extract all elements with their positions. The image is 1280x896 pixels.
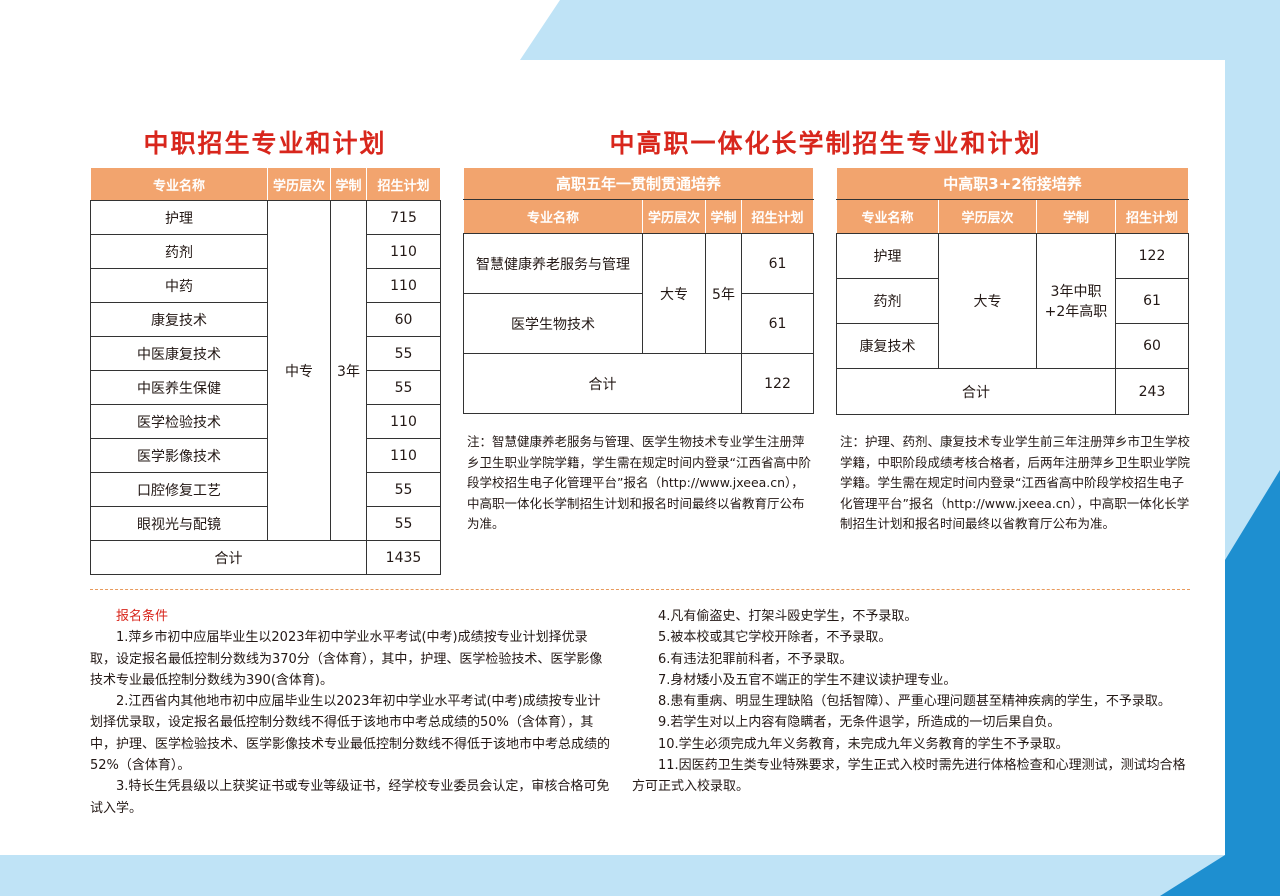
major-name: 护理 <box>90 200 268 235</box>
table-row: 医学检验技术 110 <box>90 404 441 439</box>
table-row: 中医养生保健 55 <box>90 370 441 405</box>
three-plus-two-note: 注：护理、药剂、康复技术专业学生前三年注册萍乡市卫生学校学籍，中职阶段成绩考核合… <box>840 434 1191 531</box>
major-name: 口腔修复工艺 <box>90 472 268 507</box>
table-row: 眼视光与配镜 55 <box>90 506 441 541</box>
conditions-right: 4.凡有偷盗史、打架斗殴史学生，不予录取。 5.被本校或其它学校开除者，不予录取… <box>632 609 1186 795</box>
five-year-table: 高职五年一贯制贯通培养 专业名称 学历层次 学制 招生计划 智慧健康养老服务与管… <box>462 167 815 414</box>
table-row: 康复技术 60 <box>90 302 441 337</box>
plan: 110 <box>366 404 441 439</box>
major-name: 药剂 <box>90 234 268 269</box>
col-header: 学制 <box>330 167 367 201</box>
table-row: 康复技术 60 <box>836 323 1190 369</box>
table-row: 医学影像技术 110 <box>90 438 441 473</box>
col-header: 专业名称 <box>836 199 939 234</box>
col-header: 招生计划 <box>1114 199 1190 234</box>
secondary-vocational-table: 专业名称 学历层次 学制 招生计划 护理 中专 3年 715 药剂 110 中药 110 康复技… <box>90 167 441 575</box>
section-header: 高职五年一贯制贯通培养 <box>462 167 815 200</box>
table-row: 医学生物技术 61 <box>463 293 815 354</box>
plan: 110 <box>366 268 441 303</box>
plan: 55 <box>366 336 441 371</box>
table-row: 药剂 110 <box>90 234 441 269</box>
major-name: 眼视光与配镜 <box>90 506 268 541</box>
col-header: 学历层次 <box>267 167 331 201</box>
conditions-title: 报名条件 <box>116 609 169 624</box>
years: 3年 <box>330 200 367 541</box>
plan: 55 <box>366 472 441 507</box>
total-row: 合计 122 <box>463 353 815 414</box>
col-header: 学历层次 <box>642 199 706 234</box>
table-row: 智慧健康养老服务与管理 大专 5年 61 <box>463 233 815 354</box>
col-header: 学历层次 <box>938 199 1037 234</box>
conditions-left: 报名条件 1.萍乡市初中应届毕业生以2023年初中学业水平考试(中考)成绩按专业… <box>90 606 610 819</box>
table-row: 中医康复技术 55 <box>90 336 441 371</box>
col-header: 学制 <box>705 199 742 234</box>
five-year-note: 注：智慧健康养老服务与管理、医学生物技术专业学生注册萍乡卫生职业学院学籍，学生需… <box>467 434 811 531</box>
plan: 55 <box>366 506 441 541</box>
plan: 55 <box>366 370 441 405</box>
col-header: 学制 <box>1036 199 1116 234</box>
table-row: 护理 中专 3年 715 <box>90 200 441 541</box>
divider <box>90 589 1190 590</box>
right-title: 中高职一体化长学制招生专业和计划 <box>609 129 1042 158</box>
left-title: 中职招生专业和计划 <box>143 129 387 158</box>
major-name: 康复技术 <box>90 302 268 337</box>
plan: 715 <box>366 200 441 235</box>
plan: 110 <box>366 438 441 473</box>
total-row: 合计 1435 <box>90 540 441 575</box>
col-header: 专业名称 <box>463 199 643 234</box>
level: 中专 <box>267 200 331 541</box>
col-header: 招生计划 <box>366 167 441 201</box>
plan: 60 <box>366 302 441 337</box>
three-plus-two-table: 中高职3+2衔接培养 专业名称 学历层次 学制 招生计划 护理 大专 3年中职 +… <box>835 167 1190 415</box>
major-name: 中医康复技术 <box>90 336 268 371</box>
plan: 110 <box>366 234 441 269</box>
section-header: 中高职3+2衔接培养 <box>835 167 1190 200</box>
total-row: 合计 243 <box>836 368 1190 415</box>
table-row: 护理 大专 3年中职 +2年高职 122 <box>836 233 1190 369</box>
major-name: 中医养生保健 <box>90 370 268 405</box>
col-header: 招生计划 <box>740 199 815 234</box>
major-name: 医学影像技术 <box>90 438 268 473</box>
table-row: 中药 110 <box>90 268 441 303</box>
col-header: 专业名称 <box>90 167 268 201</box>
major-name: 中药 <box>90 268 268 303</box>
major-name: 医学检验技术 <box>90 404 268 439</box>
table-row: 口腔修复工艺 55 <box>90 472 441 507</box>
table-row: 药剂 61 <box>836 278 1190 324</box>
